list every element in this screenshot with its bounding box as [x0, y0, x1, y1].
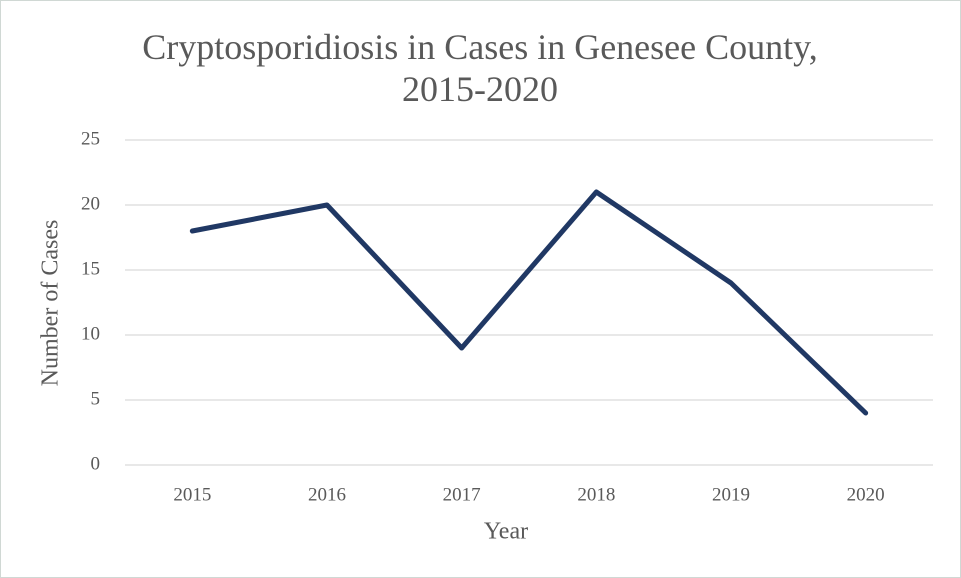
x-tick-label: 2020: [847, 484, 885, 505]
x-tick-label: 2016: [308, 484, 346, 505]
x-tick-label: 2015: [173, 484, 211, 505]
data-line: [189, 189, 869, 416]
chart-title: Cryptosporidiosis in Cases in Genesee Co…: [142, 27, 818, 109]
x-tick-label: 2019: [712, 484, 750, 505]
x-tick-label: 2017: [443, 484, 481, 505]
y-axis-title: Number of Cases: [38, 220, 64, 387]
y-tick-label: 20: [81, 193, 100, 214]
y-tick-label: 25: [81, 128, 100, 149]
y-tick-label: 5: [91, 388, 101, 409]
y-tick-label: 0: [91, 453, 101, 474]
x-tick-label: 2018: [577, 484, 615, 505]
y-tick-label: 15: [81, 258, 100, 279]
y-tick-label: 10: [81, 323, 100, 344]
x-axis-title: Year: [484, 519, 528, 545]
